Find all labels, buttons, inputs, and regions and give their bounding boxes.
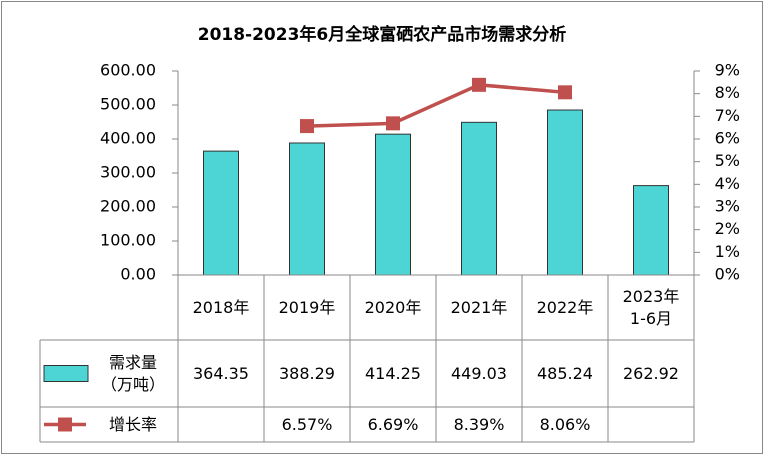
legend-label: 需求量 （万吨） bbox=[100, 352, 165, 394]
y-tick-label: 200.00 bbox=[100, 197, 156, 216]
bar bbox=[375, 133, 411, 276]
bar bbox=[203, 150, 239, 276]
table-value: 485.24 bbox=[537, 363, 593, 383]
x-tick-label: 2022年 bbox=[536, 297, 594, 317]
x-tick-label: 2020年 bbox=[364, 297, 422, 317]
y-tick-label: 100.00 bbox=[100, 231, 156, 250]
line bbox=[306, 83, 566, 128]
marker bbox=[300, 119, 314, 134]
chart-title: 2018-2023年6月全球富硒农产品市场需求分析 bbox=[198, 24, 567, 45]
table-value: 414.25 bbox=[365, 363, 421, 383]
x-tick-label: 2019年 bbox=[278, 297, 336, 317]
table-value: 8.39% bbox=[453, 414, 505, 434]
table-value: 8.06% bbox=[539, 414, 591, 434]
legend-key bbox=[43, 365, 89, 382]
table-value: 6.69% bbox=[367, 414, 419, 434]
y-tick-label: 0.00 bbox=[120, 265, 156, 284]
marker bbox=[386, 116, 400, 131]
legend-label: 增长率 bbox=[108, 414, 157, 434]
y2-tick-label: 9% bbox=[715, 61, 740, 80]
bar bbox=[547, 109, 583, 276]
y2-tick-label: 6% bbox=[715, 129, 740, 148]
bar bbox=[633, 185, 669, 276]
y2-tick-label: 3% bbox=[715, 197, 740, 216]
y2-tick-label: 1% bbox=[715, 242, 740, 261]
y-tick-label: 600.00 bbox=[100, 61, 156, 80]
y-tick-label: 400.00 bbox=[100, 129, 156, 148]
bar bbox=[461, 121, 497, 276]
y2-tick-label: 4% bbox=[715, 174, 740, 193]
y-tick-label: 300.00 bbox=[100, 163, 156, 182]
legend-key bbox=[58, 417, 72, 432]
marker bbox=[472, 77, 486, 92]
y2-tick-label: 2% bbox=[715, 219, 740, 238]
bar bbox=[289, 142, 325, 276]
table-value: 262.92 bbox=[623, 363, 679, 383]
table-value: 6.57% bbox=[281, 414, 333, 434]
table-value: 449.03 bbox=[451, 363, 507, 383]
x-tick-label: 2021年 bbox=[450, 297, 508, 317]
x-tick-label: 2023年 1-6月 bbox=[622, 286, 680, 328]
y2-tick-label: 7% bbox=[715, 106, 740, 125]
marker bbox=[558, 85, 572, 100]
table-value: 364.35 bbox=[193, 363, 249, 383]
y2-tick-label: 8% bbox=[715, 83, 740, 102]
x-tick-label: 2018年 bbox=[192, 297, 250, 317]
y-tick-label: 500.00 bbox=[100, 95, 156, 114]
y2-tick-label: 5% bbox=[715, 151, 740, 170]
table-value: 388.29 bbox=[279, 363, 335, 383]
y2-tick-label: 0% bbox=[715, 265, 740, 284]
